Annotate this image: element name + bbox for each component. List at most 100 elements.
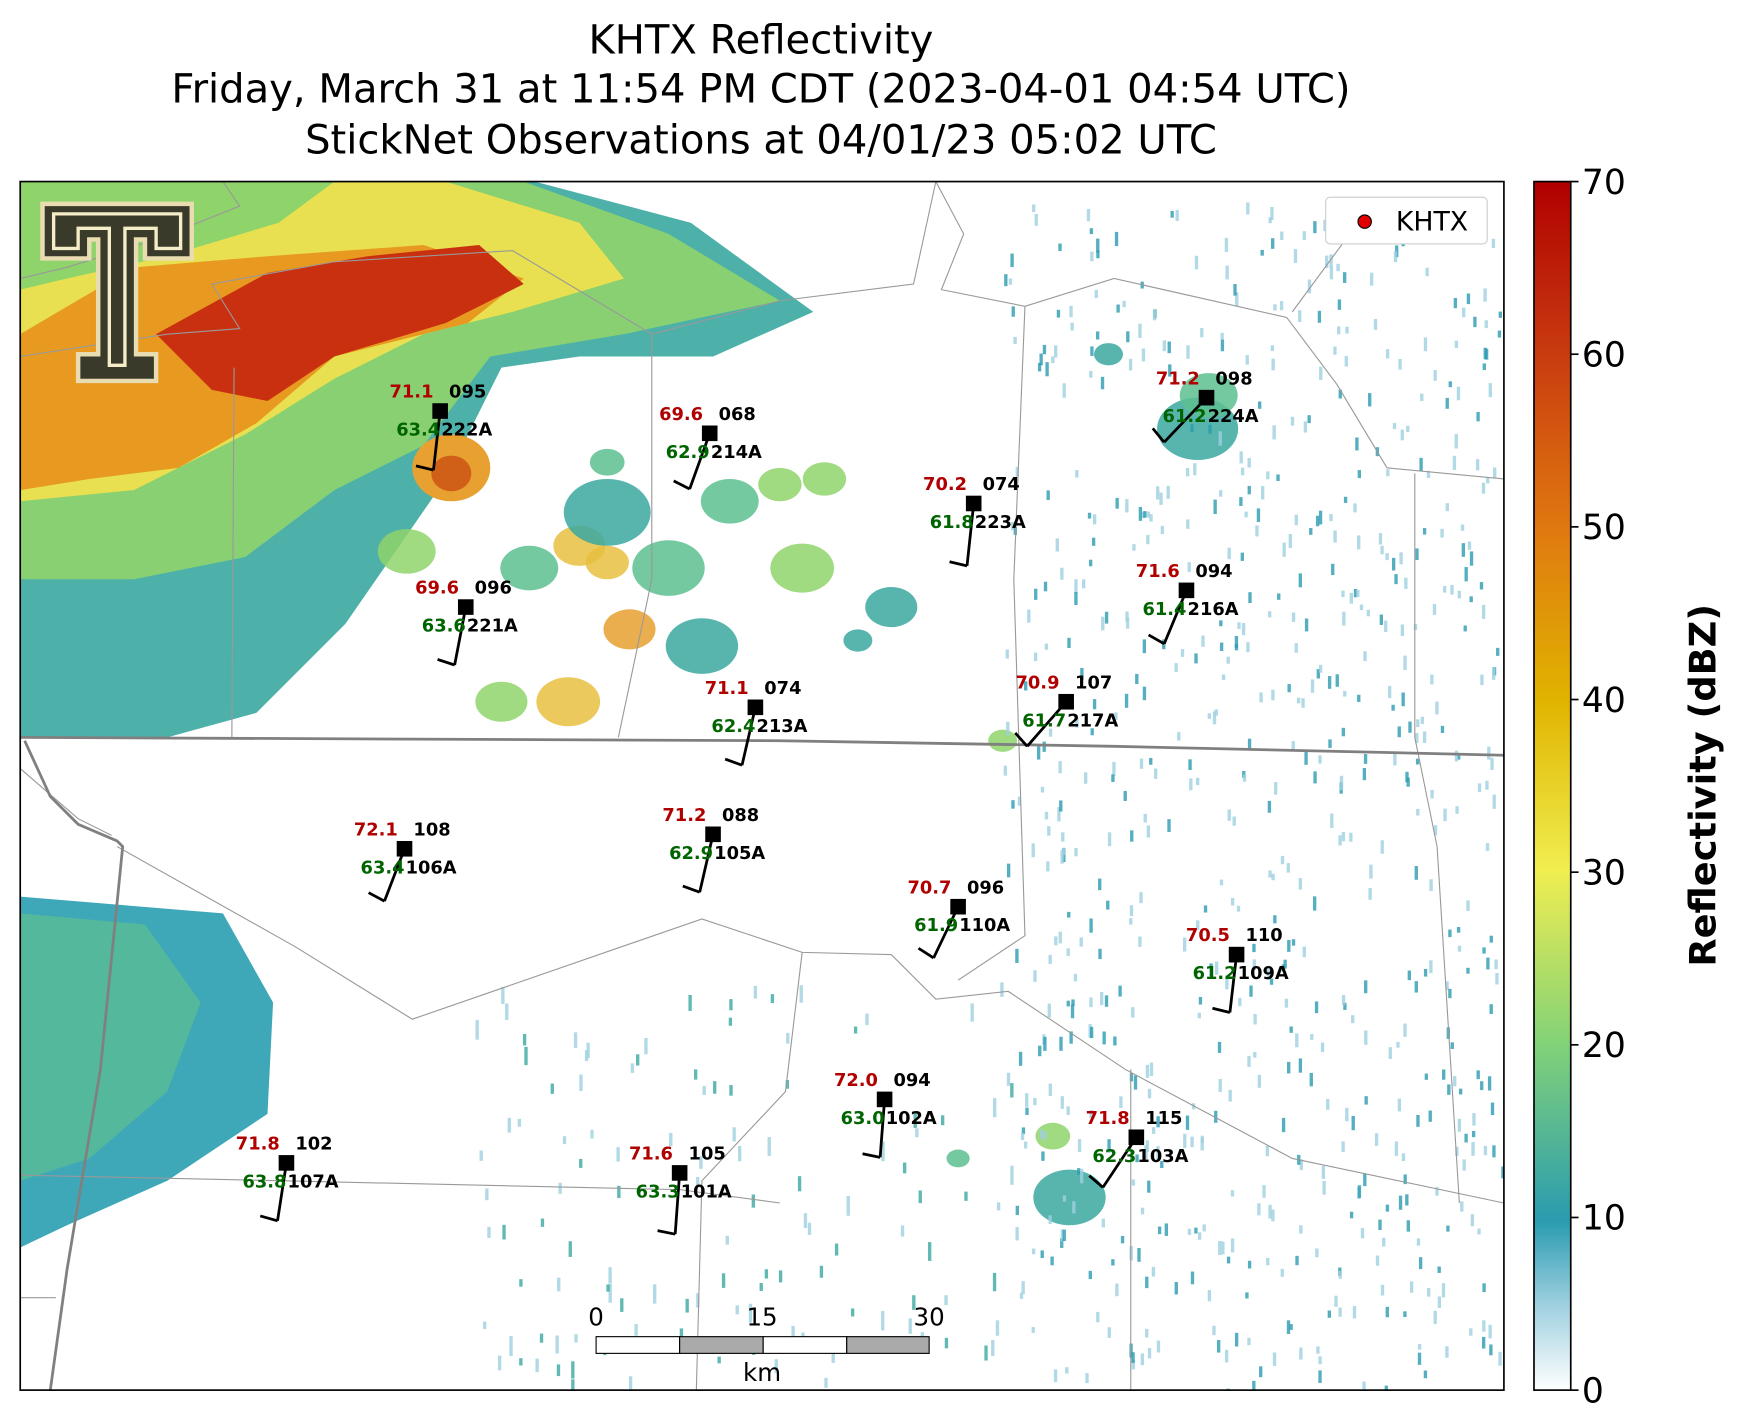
radar-speck <box>1389 1047 1392 1059</box>
radar-speck <box>1144 814 1147 823</box>
radar-speck <box>1342 832 1345 841</box>
radar-speck <box>1221 340 1224 352</box>
radar-speck <box>1415 981 1418 992</box>
radar-speck <box>1154 769 1157 779</box>
radar-speck <box>1088 513 1091 519</box>
radar-speck <box>1280 301 1283 310</box>
radar-speck <box>1040 1129 1043 1139</box>
radar-speck <box>1424 337 1427 351</box>
radar-speck <box>1268 870 1271 877</box>
radar-speck <box>1025 1093 1028 1107</box>
radar-speck <box>1134 1076 1137 1090</box>
radar-speck <box>590 1130 593 1139</box>
radar-speck <box>1130 830 1133 841</box>
radar-cell <box>632 540 704 596</box>
radar-speck <box>1416 809 1419 816</box>
radar-speck <box>1146 535 1149 544</box>
radar-speck <box>1295 643 1298 653</box>
wind-barb-flag <box>658 1231 676 1235</box>
radar-speck <box>1299 1225 1302 1233</box>
temperature: 70.7 <box>907 877 951 898</box>
radar-speck <box>1231 1190 1234 1196</box>
radar-speck <box>1318 1370 1321 1383</box>
station-id: 221A <box>467 616 518 637</box>
radar-speck <box>1466 900 1469 911</box>
radar-speck <box>1483 363 1486 370</box>
radar-speck <box>1460 1201 1463 1211</box>
temperature: 71.2 <box>662 805 706 826</box>
radar-speck <box>1007 1073 1010 1086</box>
radar-speck <box>1131 1007 1134 1017</box>
radar-speck <box>1054 936 1057 945</box>
radar-speck <box>505 1003 508 1019</box>
radar-speck <box>606 1284 609 1291</box>
radar-speck <box>1046 861 1049 871</box>
station-marker <box>1058 694 1074 710</box>
radar-speck <box>1499 312 1502 318</box>
radar-speck <box>1194 1228 1197 1234</box>
radar-speck <box>1268 1205 1271 1219</box>
radar-speck <box>1188 759 1191 770</box>
radar-speck <box>1143 511 1146 518</box>
radar-speck <box>971 1003 974 1021</box>
pressure: 074 <box>983 474 1020 495</box>
radar-speck <box>1063 383 1066 397</box>
radar-speck <box>1355 437 1358 450</box>
radar-speck <box>1328 676 1331 689</box>
radar-speck <box>1269 217 1272 223</box>
radar-cell <box>1094 343 1123 365</box>
radar-speck <box>1458 591 1461 599</box>
radar-speck <box>1455 434 1458 448</box>
radar-speck <box>1417 1238 1420 1245</box>
radar-speck <box>1378 1220 1381 1230</box>
radar-speck <box>1027 610 1030 623</box>
radar-speck <box>1380 615 1383 625</box>
radar-speck <box>1357 695 1360 702</box>
radar-speck <box>1360 605 1363 611</box>
radar-speck <box>1252 1381 1255 1395</box>
radar-speck <box>1404 578 1407 589</box>
radar-speck <box>519 1358 522 1365</box>
radar-speck <box>713 1081 716 1094</box>
radar-speck <box>1468 541 1471 549</box>
radar-speck <box>1364 754 1367 764</box>
dewpoint: 62.9 <box>669 843 713 864</box>
wind-barb-flag <box>369 893 385 901</box>
radar-speck <box>1402 1153 1405 1161</box>
radar-speck <box>729 1085 732 1096</box>
radar-speck <box>1048 1215 1051 1224</box>
radar-speck <box>1090 252 1093 262</box>
radar-speck <box>1037 746 1040 759</box>
reflectivity <box>20 182 813 1248</box>
radar-speck <box>1462 308 1465 318</box>
radar-speck <box>1305 618 1308 631</box>
radar-speck <box>1307 415 1310 423</box>
radar-speck <box>1328 1311 1331 1318</box>
radar-speck <box>804 1213 807 1228</box>
radar-speck <box>1402 693 1405 707</box>
radar-speck <box>1268 611 1271 617</box>
radar-speck <box>498 1356 501 1371</box>
wind-barb-flag <box>1212 1008 1229 1012</box>
radar-speck <box>1368 393 1371 406</box>
radar-speck <box>1176 210 1179 221</box>
radar-speck <box>1367 610 1370 617</box>
station: 72.110863.4106A <box>354 819 457 901</box>
radar-speck <box>1266 1258 1269 1265</box>
radar-speck <box>1233 284 1236 296</box>
radar-speck <box>1393 423 1396 429</box>
radar-speck <box>476 1020 479 1040</box>
radar-speck <box>1482 605 1485 619</box>
radar-speck <box>483 1322 486 1329</box>
pressure: 096 <box>967 877 1004 898</box>
radar-speck <box>1033 970 1036 982</box>
radar-speck <box>1021 1133 1024 1140</box>
radar-speck <box>1337 326 1340 334</box>
radar-speck <box>508 1118 511 1133</box>
radar-speck <box>579 1159 582 1168</box>
radar-speck <box>1024 1142 1027 1149</box>
colorbar-tick-label: 30 <box>1582 853 1626 893</box>
radar-speck <box>1304 752 1307 765</box>
radar-speck <box>1301 698 1304 707</box>
radar-speck <box>1272 359 1275 371</box>
